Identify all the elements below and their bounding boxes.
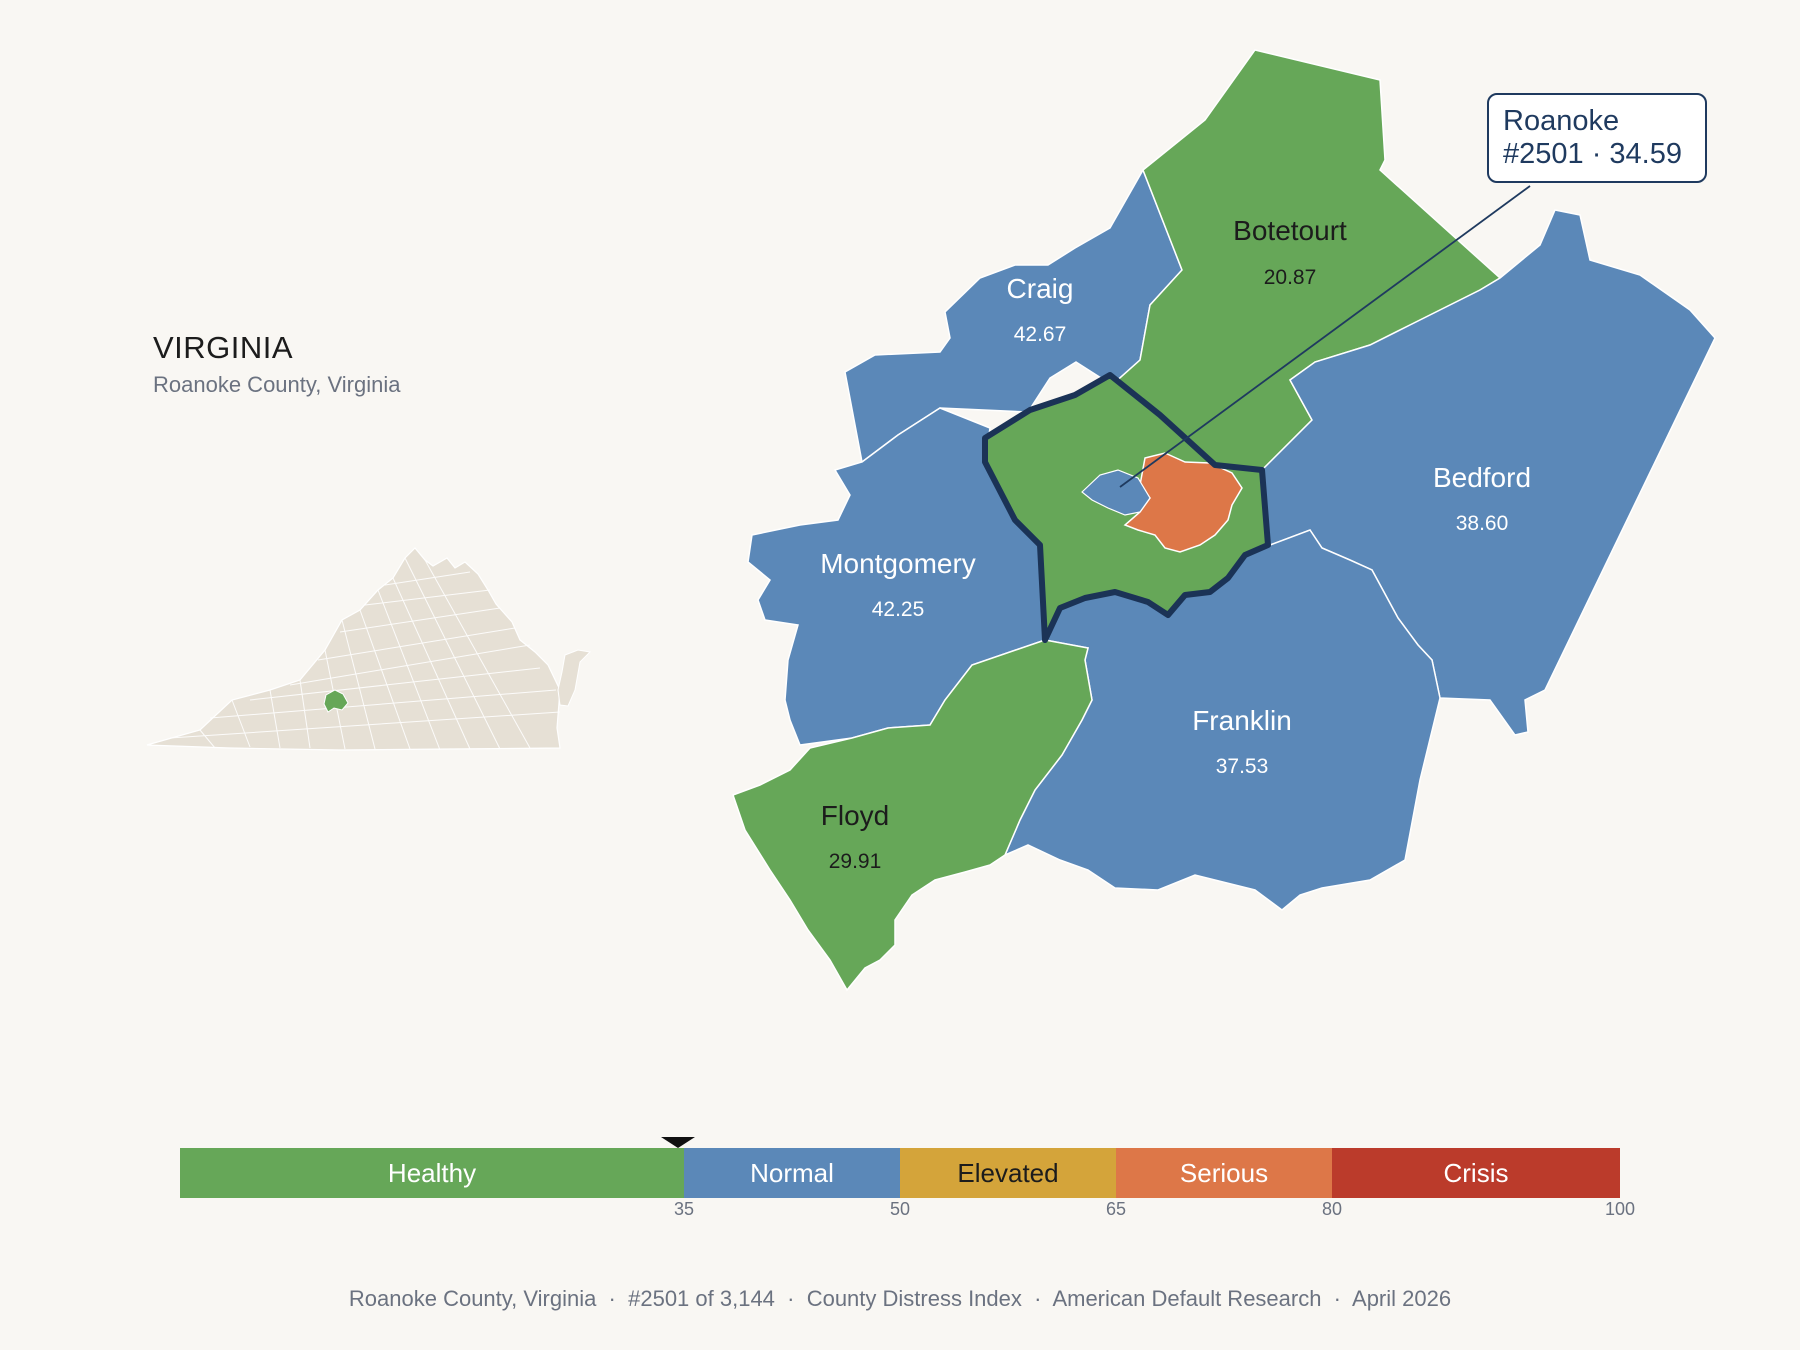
label-craig-name: Craig bbox=[1007, 273, 1074, 304]
legend-segment-elevated: Elevated bbox=[900, 1148, 1116, 1198]
callout-county-name: Roanoke bbox=[1503, 105, 1620, 137]
virginia-eastern-shore bbox=[557, 649, 592, 707]
callout-rank-score: #2501 · 34.59 bbox=[1503, 138, 1682, 170]
county-floyd[interactable] bbox=[732, 639, 1093, 992]
legend-segment-serious: Serious bbox=[1116, 1148, 1332, 1198]
label-botetourt-value: 20.87 bbox=[1264, 266, 1317, 289]
roanoke-county-outline bbox=[982, 372, 1271, 643]
state-title: VIRGINIA bbox=[153, 330, 294, 365]
score-marker-icon bbox=[661, 1137, 695, 1148]
label-bedford-name: Bedford bbox=[1433, 462, 1531, 493]
legend-tick-35: 35 bbox=[673, 1199, 695, 1219]
label-floyd-value: 29.91 bbox=[829, 850, 882, 873]
county-labels: Botetourt 20.87 Craig 42.67 Bedford 38.6… bbox=[820, 215, 1531, 873]
label-franklin-name: Franklin bbox=[1192, 705, 1292, 736]
legend-tick-65: 65 bbox=[1105, 1199, 1127, 1219]
label-montgomery-value: 42.25 bbox=[872, 598, 925, 621]
legend-segment-crisis: Crisis bbox=[1332, 1148, 1620, 1198]
footer-caption: Roanoke County, Virginia · #2501 of 3,14… bbox=[348, 1286, 1452, 1311]
legend-tick-80: 80 bbox=[1321, 1199, 1343, 1219]
legend-segment-healthy: Healthy bbox=[180, 1148, 684, 1198]
virginia-state-shape bbox=[146, 547, 561, 751]
label-floyd-name: Floyd bbox=[821, 800, 889, 831]
legend-tick-50: 50 bbox=[889, 1199, 911, 1219]
label-craig-value: 42.67 bbox=[1014, 323, 1067, 346]
label-botetourt-name: Botetourt bbox=[1233, 215, 1347, 246]
callout-leader-line bbox=[1119, 185, 1531, 488]
counties-layer bbox=[732, 49, 1716, 992]
label-montgomery-name: Montgomery bbox=[820, 548, 976, 579]
inset-roanoke-highlight bbox=[323, 689, 349, 713]
inset-county-lines bbox=[169, 557, 561, 751]
salem-city[interactable] bbox=[1081, 469, 1151, 516]
legend-segment-normal: Normal bbox=[684, 1148, 900, 1198]
virginia-inset-map bbox=[146, 547, 592, 751]
state-subtitle: Roanoke County, Virginia bbox=[153, 372, 401, 397]
label-franklin-value: 37.53 bbox=[1216, 755, 1269, 778]
label-bedford-value: 38.60 bbox=[1456, 512, 1509, 535]
roanoke-callout: Roanoke #2501 · 34.59 bbox=[1487, 93, 1707, 183]
legend-scale-bar: Healthy Normal Elevated Serious Crisis bbox=[180, 1148, 1620, 1198]
legend-tick-100: 100 bbox=[1604, 1199, 1636, 1219]
